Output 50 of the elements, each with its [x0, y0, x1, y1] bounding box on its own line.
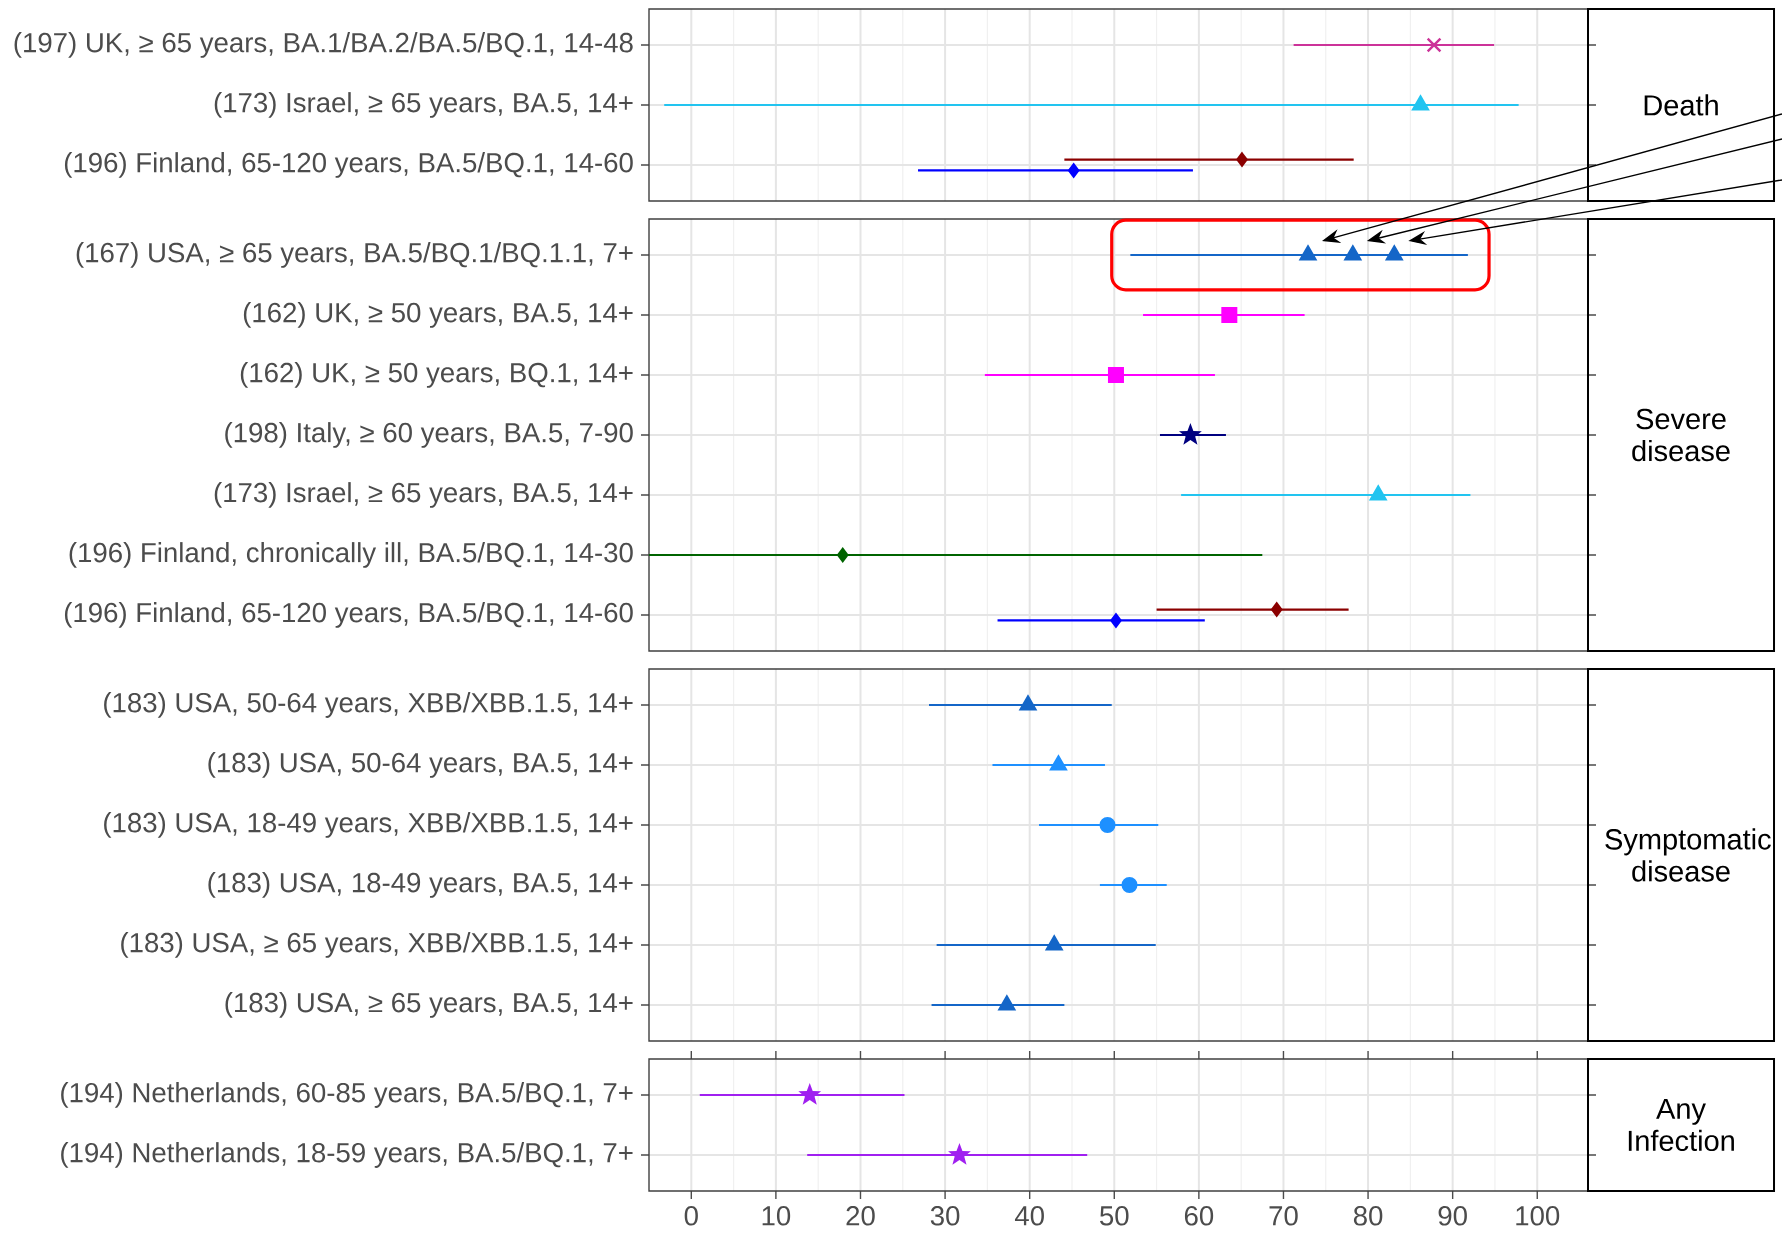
y-tick-label: (196) Finland, 65-120 years, BA.5/BQ.1, 14-60 — [64, 602, 633, 628]
y2-axis-title: Symptomatic disease — [1605, 828, 1771, 882]
point — [1019, 695, 1037, 711]
point — [1221, 307, 1238, 323]
y-tick-label: (196) Finland, 65-120 years, BA.5/BQ.1, 14-60 — [64, 152, 633, 178]
x-tick-label: 60 — [1184, 1206, 1214, 1226]
y-tick-label: (162) UK, ≥ 50 years, BA.5, 14+ — [243, 302, 633, 328]
y2-axis-title: Any Infection — [1628, 1098, 1734, 1152]
y-tick-label: (194) Netherlands, 18-59 years, BA.5/BQ.1, 7+ — [61, 1142, 633, 1168]
point — [1099, 816, 1116, 833]
y2-axis-title: Severe disease — [1632, 408, 1730, 462]
y-tick-label: (196) Finland, chronically ill, BA.5/BQ.1, 14-30 — [69, 542, 633, 568]
y-tick-label: (173) Israel, ≥ 65 years, BA.5, 14+ — [214, 482, 633, 508]
x-tick-label: 20 — [846, 1206, 875, 1226]
y-tick-label: (197) UK, ≥ 65 years, BA.1/BA.2/BA.5/BQ.1, 14-48 — [14, 32, 633, 58]
point — [1385, 245, 1403, 261]
x-tick-label: 0 — [684, 1206, 698, 1226]
y-tick-label: (167) USA, ≥ 65 years, BA.5/BQ.1/BQ.1.1, 7+ — [76, 242, 633, 268]
y-tick-label: (183) USA, 18-49 years, XBB/XBB.1.5, 14+ — [104, 812, 633, 838]
point — [1426, 37, 1442, 53]
x-tick-label: 80 — [1353, 1206, 1383, 1226]
y-tick-label: (183) USA, ≥ 65 years, XBB/XBB.1.5, 14+ — [121, 932, 633, 958]
y-tick-label: (194) Netherlands, 60-85 years, BA.5/BQ.1, 7+ — [61, 1082, 633, 1108]
point — [1344, 245, 1362, 261]
x-tick-label: 30 — [930, 1206, 960, 1226]
x-tick-label: 90 — [1438, 1206, 1467, 1226]
point — [1299, 245, 1317, 261]
y2-axis-title: Death — [1644, 94, 1718, 116]
x-tick-label: 40 — [1014, 1206, 1044, 1226]
y-tick-label: (183) USA, 50-64 years, XBB/XBB.1.5, 14+ — [104, 692, 633, 718]
point — [1179, 422, 1202, 445]
point — [1045, 935, 1063, 951]
y-tick-label: (162) UK, ≥ 50 years, BQ.1, 14+ — [240, 362, 633, 388]
point — [1236, 152, 1248, 167]
point — [998, 995, 1016, 1011]
y-tick-label: (183) USA, 50-64 years, BA.5, 14+ — [208, 752, 633, 778]
x-tick-label: 10 — [762, 1206, 791, 1226]
point — [1049, 755, 1067, 771]
y-tick-label: (183) USA, ≥ 65 years, BA.5, 14+ — [225, 992, 633, 1018]
point — [1369, 485, 1387, 501]
x-tick-label: 50 — [1100, 1206, 1129, 1226]
point — [837, 547, 849, 563]
point — [1412, 95, 1429, 111]
y-tick-label: (173) Israel, ≥ 65 years, BA.5, 14+ — [214, 92, 633, 118]
x-tick-label: 100 — [1516, 1206, 1560, 1226]
x-tick-label: 70 — [1269, 1206, 1298, 1226]
point — [1121, 877, 1138, 893]
y-tick-label: (198) Italy, ≥ 60 years, BA.5, 7-90 — [225, 422, 633, 448]
point — [1107, 366, 1124, 383]
y-tick-label: (183) USA, 18-49 years, BA.5, 14+ — [208, 872, 633, 898]
